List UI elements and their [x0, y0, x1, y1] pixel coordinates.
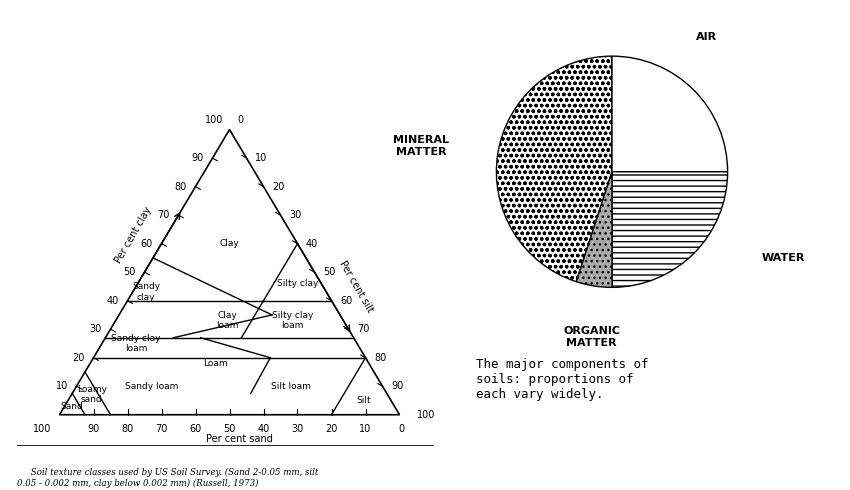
Text: AIR: AIR: [696, 32, 717, 42]
Text: Silt: Silt: [356, 396, 371, 405]
Text: 100: 100: [32, 424, 51, 434]
Text: 40: 40: [258, 424, 269, 434]
Text: Sand: Sand: [60, 402, 82, 411]
Text: Per cent clay: Per cent clay: [114, 205, 154, 265]
Text: 60: 60: [141, 239, 153, 248]
Text: 70: 70: [157, 210, 170, 220]
Text: 10: 10: [56, 381, 68, 391]
Text: Clay
loam: Clay loam: [217, 311, 239, 330]
Text: 90: 90: [88, 424, 99, 434]
Text: 80: 80: [374, 353, 386, 363]
Text: Loamy
sand: Loamy sand: [76, 385, 107, 404]
Text: 70: 70: [357, 324, 370, 334]
Text: 20: 20: [72, 353, 85, 363]
Text: 40: 40: [107, 295, 119, 306]
Text: The major components of
soils: proportions of
each vary widely.: The major components of soils: proportio…: [476, 358, 649, 401]
Text: 20: 20: [272, 182, 285, 192]
Wedge shape: [612, 172, 728, 287]
Wedge shape: [576, 172, 612, 287]
Text: 70: 70: [156, 424, 167, 434]
Text: 30: 30: [292, 424, 303, 434]
Text: 80: 80: [122, 424, 133, 434]
Text: Sandy
clay: Sandy clay: [132, 282, 161, 302]
Text: 30: 30: [289, 210, 301, 220]
Text: 20: 20: [326, 424, 337, 434]
Text: 0: 0: [399, 424, 405, 434]
Text: Clay: Clay: [219, 239, 240, 248]
Text: 100: 100: [206, 116, 224, 125]
Text: 40: 40: [306, 239, 318, 248]
Wedge shape: [496, 56, 612, 282]
Text: Silty clay
loam: Silty clay loam: [272, 311, 313, 330]
Text: MINERAL
MATTER: MINERAL MATTER: [394, 135, 450, 157]
Text: 100: 100: [416, 410, 435, 420]
Text: Per cent silt: Per cent silt: [337, 259, 375, 314]
Text: 90: 90: [192, 153, 204, 163]
Text: Soil texture classes used by US Soil Survey. (Sand 2-0.05 mm, silt
0.05 - 0.002 : Soil texture classes used by US Soil Sur…: [17, 468, 319, 488]
Text: Per cent sand: Per cent sand: [206, 435, 273, 444]
Text: 0: 0: [237, 116, 243, 125]
Text: 50: 50: [224, 424, 235, 434]
Text: 10: 10: [255, 153, 267, 163]
Text: 50: 50: [323, 267, 336, 277]
Text: 50: 50: [123, 267, 136, 277]
Text: ORGANIC
MATTER: ORGANIC MATTER: [564, 326, 620, 348]
Text: 10: 10: [360, 424, 371, 434]
Text: Sandy clay
loam: Sandy clay loam: [111, 334, 161, 353]
Text: WATER: WATER: [762, 253, 806, 264]
Wedge shape: [612, 56, 728, 172]
Text: Silt loam: Silt loam: [271, 382, 310, 391]
Text: Sandy loam: Sandy loam: [125, 382, 178, 391]
Text: 30: 30: [90, 324, 102, 334]
Text: 90: 90: [391, 381, 403, 391]
Text: 60: 60: [340, 295, 352, 306]
Text: 80: 80: [175, 182, 187, 192]
Text: Silty clay: Silty clay: [277, 279, 318, 288]
Text: Loam: Loam: [204, 359, 228, 368]
Text: 60: 60: [190, 424, 201, 434]
